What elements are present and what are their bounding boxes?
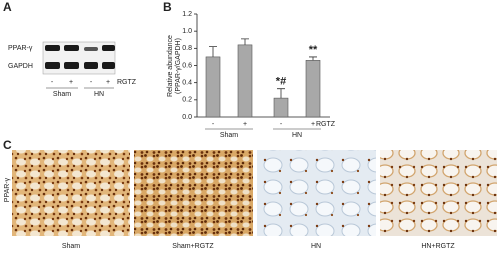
bar (305, 60, 321, 118)
x-tick-label: - (280, 121, 283, 128)
micrograph-caption: HN (311, 243, 321, 250)
x-tick-label: - (212, 121, 215, 128)
y-axis-label: (PPAR-γ/GAPDH) (175, 38, 182, 94)
y-tick-label: 0.4 (182, 80, 192, 87)
y-tick-label: 0.0 (182, 114, 192, 121)
y-tick-label: 0.8 (182, 45, 192, 52)
panel-label: C (3, 138, 12, 152)
error-bar (277, 88, 285, 99)
bar (273, 97, 289, 118)
y-tick-label: 1.2 (182, 11, 192, 18)
lane-label: - (51, 79, 54, 86)
factor-label: RGTZ (316, 121, 336, 128)
y-tick-label: 0.6 (182, 62, 192, 69)
bar (205, 56, 221, 118)
panel-label: B (163, 0, 172, 14)
significance-label: ** (309, 44, 318, 56)
micrograph (380, 150, 497, 236)
blot-row-label: PPAR-γ (8, 45, 33, 52)
group-label: HN (94, 91, 104, 98)
bar (237, 44, 253, 118)
y-tick-label: 1.0 (182, 28, 192, 35)
micrograph-caption: HN+RGTZ (421, 243, 455, 250)
micrograph-caption: Sham (62, 243, 80, 250)
panel-label: A (3, 0, 12, 14)
y-tick-label: 0.2 (182, 97, 192, 104)
error-bar (309, 56, 317, 61)
blot-row-label: GAPDH (8, 63, 33, 70)
group-label: Sham (220, 132, 238, 139)
lane-label: + (106, 79, 110, 86)
lane-label: + (69, 79, 73, 86)
bar-chart: Relative abundance (PPAR-γ/GAPDH) 0.0 0.2… (167, 11, 336, 139)
micrograph (12, 150, 130, 236)
x-tick-label: + (311, 121, 315, 128)
micrograph (257, 150, 376, 236)
error-bar (241, 38, 249, 45)
western-blot: PPAR-γ GAPDH - + - + RGTZ Sham HN (8, 41, 137, 98)
lane-label: - (90, 79, 93, 86)
stain-label: PPAR-γ (4, 177, 11, 202)
group-label: HN (292, 132, 302, 139)
group-label: Sham (53, 91, 71, 98)
micrograph-caption: Sham+RGTZ (172, 243, 214, 250)
bands (45, 45, 115, 69)
micrograph (134, 150, 253, 236)
y-axis-label: Relative abundance (167, 35, 174, 97)
error-bar (209, 46, 217, 57)
treatment-label: RGTZ (117, 79, 137, 86)
x-tick-label: + (243, 121, 247, 128)
significance-label: *# (276, 76, 286, 88)
